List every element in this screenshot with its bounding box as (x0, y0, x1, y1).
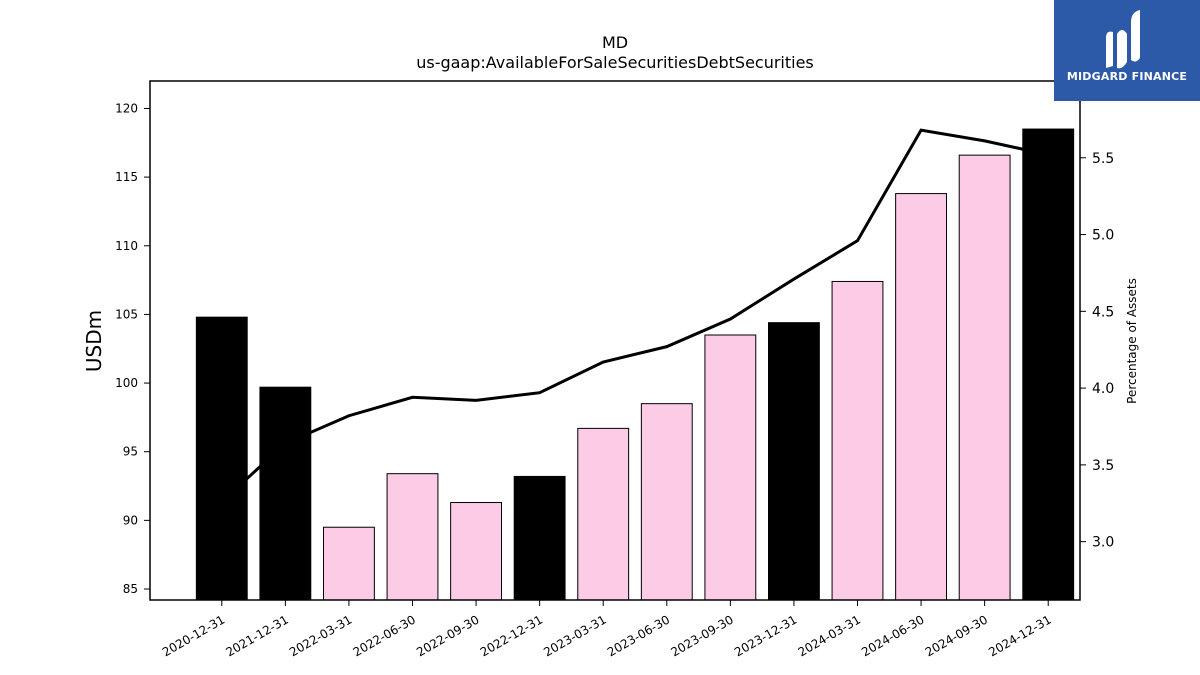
y-tick-label: 105 (115, 307, 138, 321)
y-right-tick-label: 3.5 (1092, 458, 1114, 474)
y-right-tick-label: 3.0 (1092, 535, 1114, 551)
logo-text: MIDGARD FINANCE (1066, 70, 1188, 83)
bar-2023-09-30 (704, 334, 757, 601)
y-tick-label: 120 (115, 101, 138, 115)
y-tick-label: 115 (115, 170, 138, 184)
y-tick-label: 85 (123, 582, 138, 596)
bar-2024-12-31 (1022, 128, 1075, 601)
bar-2023-06-30 (640, 403, 693, 601)
x-tick-label: 2023-03-31 (541, 612, 608, 659)
x-tick-label: 2024-12-31 (986, 612, 1053, 659)
x-tick-label: 2022-12-31 (478, 612, 545, 659)
y-tick-label: 100 (115, 376, 138, 390)
bar-2023-12-31 (768, 322, 820, 601)
x-tick-label: 2024-06-30 (859, 612, 926, 659)
bar-2023-03-31 (577, 427, 630, 601)
y-right-tick-label: 5.5 (1092, 151, 1114, 167)
bar-2020-12-31 (195, 316, 248, 601)
y-axis-label: USDm (82, 310, 106, 372)
y-axis-label-right: Percentage of Assets (1125, 278, 1139, 404)
bar-2022-03-31 (323, 526, 375, 601)
midgard-finance-logo: MIDGARD FINANCE (1054, 0, 1200, 101)
x-tick-label: 2022-06-30 (351, 612, 418, 659)
y-right-tick-label: 5.0 (1092, 228, 1114, 244)
bars-group (195, 128, 1075, 601)
bar-2022-06-30 (386, 473, 439, 601)
bar-2024-06-30 (895, 193, 948, 601)
x-tick-label: 2020-12-31 (160, 612, 227, 659)
bar-2022-09-30 (450, 502, 502, 601)
chart-subtitle: us-gaap:AvailableForSaleSecuritiesDebtSe… (416, 53, 814, 72)
x-tick-label: 2021-12-31 (223, 612, 290, 659)
y-tick-label: 110 (115, 239, 138, 253)
x-tick-label: 2023-12-31 (732, 612, 799, 659)
logo-mark-icon (1106, 10, 1140, 69)
percentage-line (220, 128, 1049, 503)
y-tick-label: 90 (123, 513, 138, 527)
x-tick-label: 2023-06-30 (605, 612, 672, 659)
bar-2021-12-31 (259, 386, 312, 601)
x-tick-label: 2022-09-30 (414, 612, 481, 659)
y-right-tick-label: 4.5 (1092, 304, 1114, 320)
y-right-tick-label: 4.0 (1092, 381, 1114, 397)
bar-2024-09-30 (958, 154, 1011, 601)
x-tick-label: 2024-09-30 (923, 612, 990, 659)
chart-title: MD (602, 33, 628, 52)
bar-2024-03-31 (831, 280, 884, 601)
x-tick-label: 2022-03-31 (287, 612, 354, 659)
y-tick-label: 95 (123, 445, 138, 459)
line-group (220, 128, 1049, 503)
x-tick-label: 2023-09-30 (668, 612, 735, 659)
bar-2022-12-31 (513, 475, 566, 601)
plot-frame (149, 80, 1081, 601)
x-tick-label: 2024-03-31 (796, 612, 863, 659)
